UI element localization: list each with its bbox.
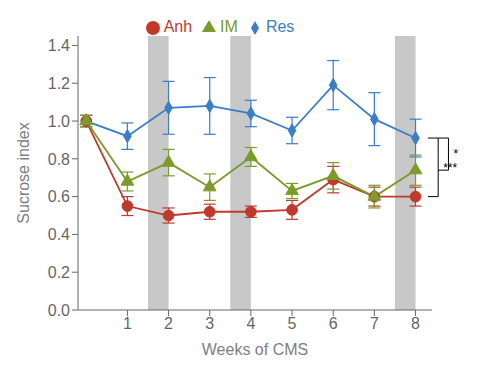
svg-text:5: 5: [288, 315, 297, 332]
svg-text:0.4: 0.4: [48, 226, 70, 243]
svg-text:0.0: 0.0: [48, 302, 70, 319]
svg-text:1.4: 1.4: [48, 37, 70, 54]
html-text:Res: Res: [265, 18, 295, 35]
html-text:Anh: Anh: [163, 18, 193, 35]
svg-text:1.2: 1.2: [48, 75, 70, 92]
html-text:IM: IM: [220, 18, 238, 35]
svg-text:4: 4: [246, 315, 255, 332]
svg-text:0.6: 0.6: [48, 188, 70, 205]
svg-text:8: 8: [411, 315, 420, 332]
svg-text:*: *: [453, 147, 458, 161]
svg-text:0.2: 0.2: [48, 264, 70, 281]
svg-text:Weeks of CMS: Weeks of CMS: [202, 341, 308, 358]
svg-text:3: 3: [205, 315, 214, 332]
svg-text:6: 6: [329, 315, 338, 332]
svg-text:Sucrose index: Sucrose index: [15, 122, 32, 223]
svg-text:7: 7: [370, 315, 379, 332]
svg-text:2: 2: [164, 315, 173, 332]
svg-text:0.8: 0.8: [48, 151, 70, 168]
svg-text:***: ***: [443, 161, 457, 175]
svg-text:1.0: 1.0: [48, 113, 70, 130]
svg-text:1: 1: [123, 315, 132, 332]
